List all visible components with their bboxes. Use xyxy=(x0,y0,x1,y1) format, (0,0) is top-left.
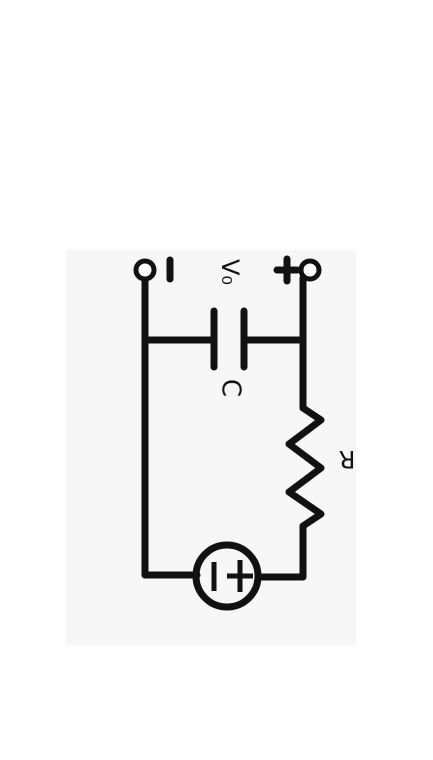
resistor-label: R xyxy=(339,445,356,473)
voltage-source xyxy=(192,541,262,611)
terminal-positive xyxy=(298,258,322,282)
output-voltage-label: V₀ xyxy=(216,259,244,285)
capacitor-label: C xyxy=(216,379,246,397)
resistor-zigzag xyxy=(285,404,325,530)
right-lower-wire xyxy=(254,522,307,581)
terminal-negative xyxy=(133,258,157,282)
